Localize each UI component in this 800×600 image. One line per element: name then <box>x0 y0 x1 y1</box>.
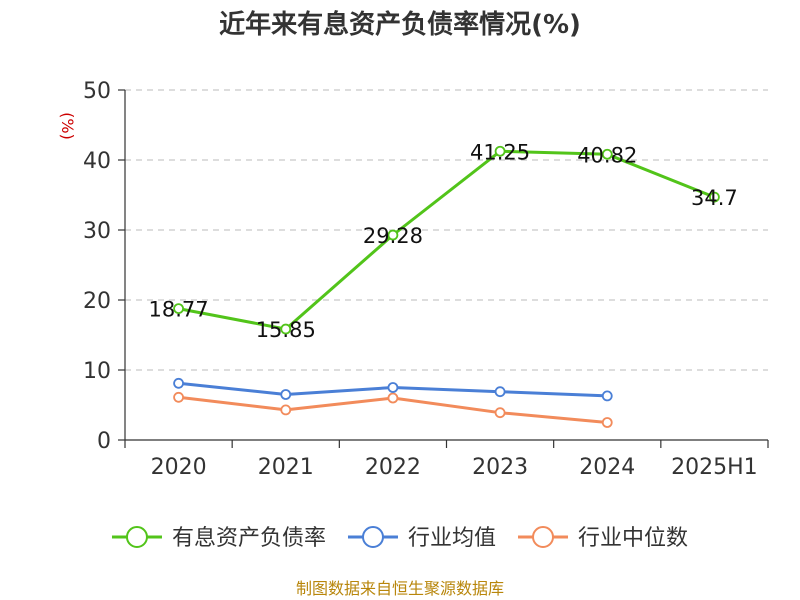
x-tick-label-2023: 2023 <box>472 455 528 480</box>
data-point-1-2022 <box>387 382 399 393</box>
data-point-0-2023 <box>494 145 506 157</box>
x-tick-label-2024: 2024 <box>579 455 635 480</box>
legend-label-0: 有息资产负债率 <box>172 526 326 551</box>
chart-title: 近年来有息资产负债率情况(%) <box>219 9 581 40</box>
data-point-1-2020 <box>173 377 184 389</box>
y-tick-label-0: 0 <box>97 429 111 454</box>
legend-marker-1 <box>361 526 384 548</box>
data-point-2-2024 <box>601 417 613 428</box>
series-group <box>173 145 720 428</box>
x-tick-label-2025H1: 2025H1 <box>671 455 758 480</box>
data-point-2-2022 <box>387 392 399 404</box>
data-point-2-2023 <box>494 407 506 419</box>
axes: 0 10 20 30 40 50 2020 2021 2022 2023 2024 2025H1 <box>83 79 769 480</box>
legend: 有息资产负债率 行业均值 行业中位数 <box>111 526 688 551</box>
data-point-2-2021 <box>280 404 292 416</box>
data-point-2-2020 <box>173 391 184 403</box>
data-point-1-2024 <box>601 390 613 402</box>
y-axis-unit: (%) <box>58 112 77 140</box>
data-point-0-2021 <box>280 323 292 335</box>
grid-lines <box>125 89 768 371</box>
legend-label-1: 行业均值 <box>408 526 496 551</box>
y-tick-label-50: 50 <box>83 79 111 104</box>
x-tick-label-2022: 2022 <box>365 455 421 480</box>
data-point-1-2023 <box>494 386 506 398</box>
data-labels: 18.77 15.85 29.28 41.25 40.82 34.7 <box>149 140 738 342</box>
legend-marker-0 <box>125 526 148 548</box>
series-line-0 <box>178 149 715 331</box>
data-point-1-2021 <box>280 389 292 400</box>
y-tick-label-40: 40 <box>83 149 111 174</box>
x-tick-label-2021: 2021 <box>258 455 314 480</box>
y-tick-label-30: 30 <box>83 219 111 244</box>
legend-label-2: 行业中位数 <box>578 526 688 551</box>
data-label-2020: 18.77 <box>149 298 209 322</box>
data-point-0-2024 <box>601 148 613 160</box>
data-label-2024: 40.82 <box>577 143 637 167</box>
y-tick-label-10: 10 <box>83 359 111 384</box>
data-label-2021: 15.85 <box>256 318 316 342</box>
data-point-0-2025H1 <box>709 191 720 203</box>
x-tick-label-2020: 2020 <box>151 455 207 480</box>
data-label-2025H1: 34.7 <box>691 186 738 210</box>
data-label-2022: 29.28 <box>363 224 423 248</box>
legend-marker-2 <box>532 526 555 548</box>
source-note: 制图数据来自恒生聚源数据库 <box>296 579 504 598</box>
data-point-0-2022 <box>387 229 399 241</box>
y-tick-label-20: 20 <box>83 289 111 314</box>
data-point-0-2020 <box>173 303 184 315</box>
data-label-2023: 41.25 <box>470 140 530 164</box>
